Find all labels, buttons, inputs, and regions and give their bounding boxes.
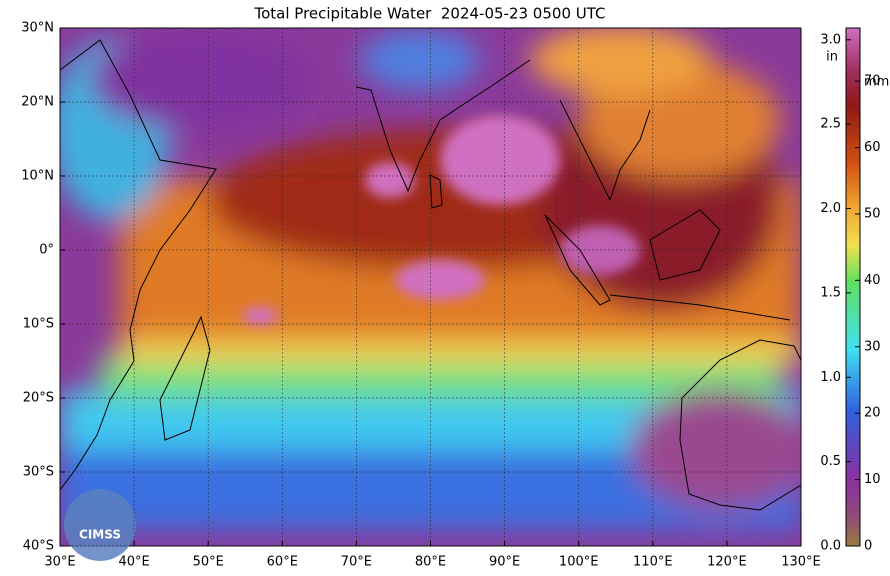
- mm-label: 40: [864, 273, 881, 288]
- lat-label: 30°N: [21, 21, 54, 36]
- lon-label: 60°E: [267, 555, 298, 570]
- lat-label: 30°S: [23, 465, 54, 480]
- in-label: 1.0: [820, 370, 841, 385]
- colorbar-in-unit: in: [826, 50, 838, 65]
- lon-label: 70°E: [341, 555, 372, 570]
- lat-label: 40°S: [23, 539, 54, 554]
- colorbar-mm-unit: mm: [864, 75, 889, 90]
- in-label: 0.5: [820, 454, 841, 469]
- mm-label: 50: [864, 206, 881, 221]
- title: Total Precipitable Water 2024-05-23 0500…: [253, 5, 605, 23]
- lat-label: 0°: [39, 243, 54, 258]
- lon-label: 100°E: [559, 555, 599, 570]
- lat-label: 10°S: [23, 317, 54, 332]
- mm-label: 0: [864, 539, 872, 554]
- mm-label: 30: [864, 339, 881, 354]
- in-label: 1.5: [820, 285, 841, 300]
- coastlines: [60, 39, 801, 511]
- lon-label: 130°E: [781, 555, 821, 570]
- colorbar: [845, 27, 861, 547]
- mm-label: 20: [864, 406, 881, 421]
- mm-label: 10: [864, 472, 881, 487]
- mm-label: 70: [864, 74, 881, 89]
- lon-label: 110°E: [633, 555, 673, 570]
- logo-text: CIMSS: [79, 528, 121, 542]
- in-label: 0.0: [820, 539, 841, 554]
- lon-label: 120°E: [707, 555, 747, 570]
- lon-label: 90°E: [489, 555, 520, 570]
- lat-label: 20°S: [23, 391, 54, 406]
- in-label: 2.0: [820, 201, 841, 216]
- lon-label: 40°E: [118, 555, 149, 570]
- cimss-logo: CIMSS: [64, 489, 136, 561]
- lon-label: 50°E: [193, 555, 224, 570]
- in-label: 2.5: [820, 117, 841, 132]
- lon-label: 30°E: [44, 555, 75, 570]
- lat-label: 10°N: [21, 169, 54, 184]
- in-label: 3.0: [820, 32, 841, 47]
- lat-label: 20°N: [21, 95, 54, 110]
- tpw-field: [60, 28, 801, 546]
- mm-label: 60: [864, 140, 881, 155]
- lon-label: 80°E: [415, 555, 446, 570]
